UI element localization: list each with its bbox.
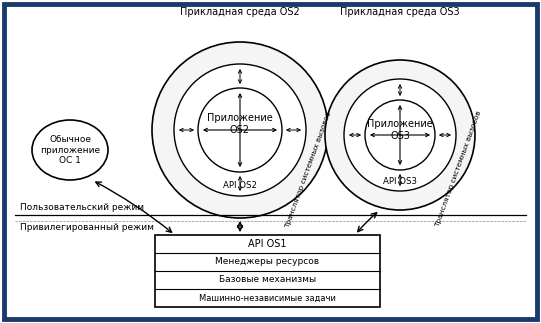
Ellipse shape xyxy=(32,120,108,180)
Text: API OS1: API OS1 xyxy=(248,239,287,249)
Text: Прикладная среда OS2: Прикладная среда OS2 xyxy=(180,7,300,17)
Text: Приложение
OS3: Приложение OS3 xyxy=(367,119,433,141)
Text: Обычное
приложение
ОС 1: Обычное приложение ОС 1 xyxy=(40,135,100,165)
Text: Транслятор системных вызовов: Транслятор системных вызовов xyxy=(434,110,482,228)
Text: Машинно-независимые задачи: Машинно-независимые задачи xyxy=(199,294,336,303)
Text: Приложение
OS2: Приложение OS2 xyxy=(207,113,273,135)
Circle shape xyxy=(198,88,282,172)
Text: Менеджеры ресурсов: Менеджеры ресурсов xyxy=(215,257,320,266)
Text: Базовые механизмы: Базовые механизмы xyxy=(219,276,316,285)
Text: Транслятор системных вызовов: Транслятор системных вызовов xyxy=(284,111,332,229)
Circle shape xyxy=(344,79,456,191)
Circle shape xyxy=(174,64,306,196)
Circle shape xyxy=(325,60,475,210)
Bar xyxy=(155,235,380,307)
Text: Привилегированный режим: Привилегированный режим xyxy=(20,223,154,232)
Text: API OS2: API OS2 xyxy=(223,181,257,190)
Text: API OS3: API OS3 xyxy=(383,176,417,185)
Text: Пользовательский режим: Пользовательский режим xyxy=(20,203,144,213)
Circle shape xyxy=(365,100,435,170)
Text: Прикладная среда OS3: Прикладная среда OS3 xyxy=(340,7,460,17)
Circle shape xyxy=(152,42,328,218)
